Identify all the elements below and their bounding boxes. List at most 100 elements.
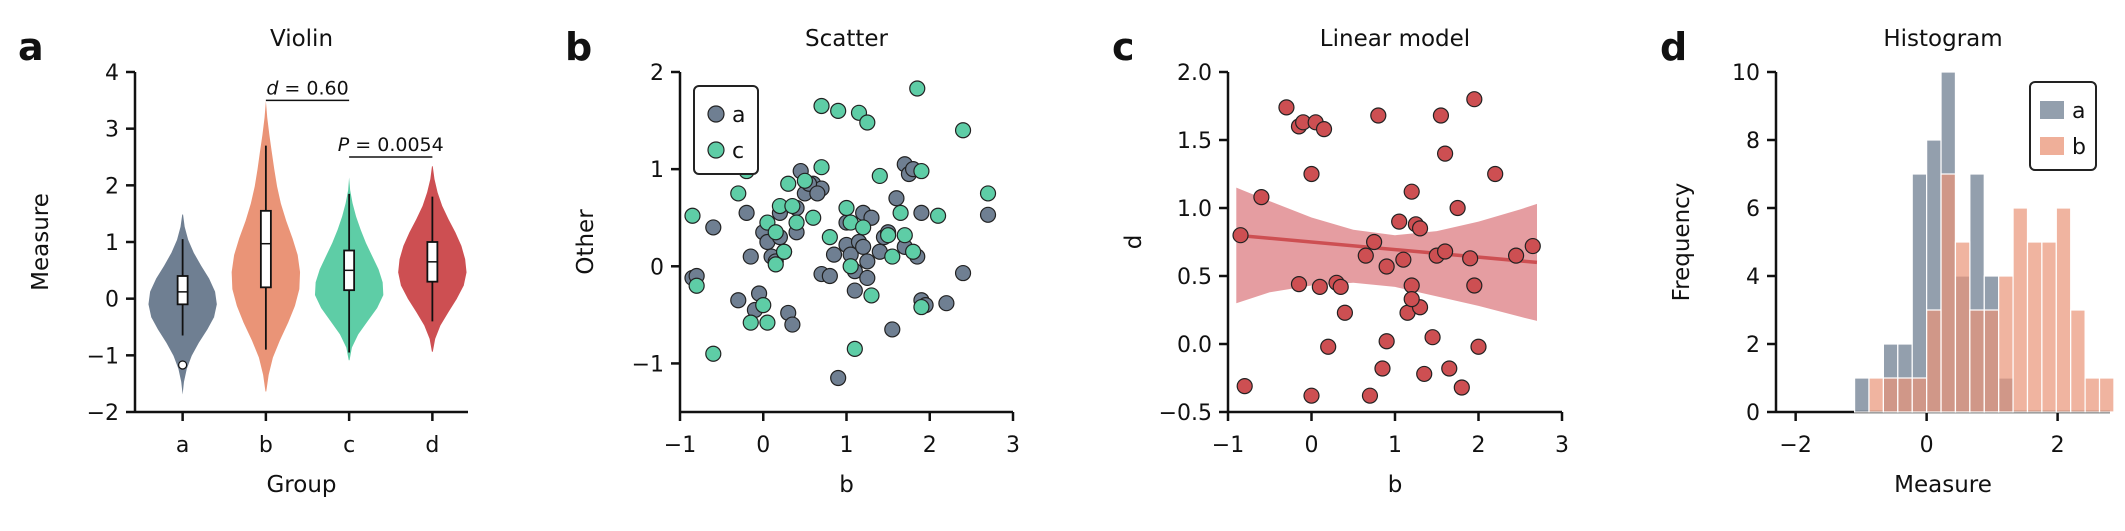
scatter-point <box>1470 338 1487 355</box>
scatter-point-c <box>954 122 972 139</box>
scatter-point-c <box>830 102 847 119</box>
panel-letter: c <box>1112 25 1135 69</box>
x-tick-label: d <box>425 433 439 458</box>
chart-title: Histogram <box>1883 26 2002 52</box>
scatter-point-a <box>730 292 747 309</box>
scatter-point-c <box>892 204 909 221</box>
x-tick-label: a <box>176 433 189 458</box>
chart-title: Violin <box>270 26 333 52</box>
scatter-point <box>1378 333 1395 350</box>
scatter-point <box>1403 291 1420 308</box>
scatter-point-a <box>809 185 826 202</box>
scatter-point-a <box>705 219 722 236</box>
y-tick-label: −1 <box>632 352 664 377</box>
x-tick-label: −1 <box>1212 433 1244 458</box>
scatter-point <box>1436 145 1454 162</box>
panel-letter: b <box>565 25 592 69</box>
scatter-point <box>1315 121 1333 138</box>
legend-marker-c <box>707 141 725 159</box>
histogram-bar-b <box>1926 309 1942 413</box>
y-axis-label: Other <box>573 209 599 275</box>
y-tick-label: 6 <box>1746 197 1760 222</box>
y-tick-label: 0.5 <box>1177 265 1212 290</box>
scatter-point <box>1487 165 1504 183</box>
y-tick-label: 0 <box>650 255 664 280</box>
histogram-bar-b <box>2012 207 2029 413</box>
scatter-point-c <box>788 214 805 231</box>
x-tick-label: −2 <box>1779 433 1811 458</box>
scatter-point-c <box>859 114 876 131</box>
y-tick-label: −1 <box>87 344 119 369</box>
scatter-point-c <box>913 162 930 180</box>
scatter-point-c <box>813 159 830 176</box>
histogram-bar-b <box>1882 377 1899 413</box>
scatter-point-a <box>954 264 972 282</box>
regression-line <box>1236 233 1538 265</box>
scatter-point <box>1311 278 1328 295</box>
y-tick-label: 0 <box>105 288 119 313</box>
x-tick-label: b <box>259 433 273 458</box>
scatter-point <box>1416 365 1433 383</box>
y-tick-label: 1 <box>650 158 664 183</box>
histogram-bar-a <box>1853 377 1870 413</box>
scatter-point-c <box>929 207 947 224</box>
scatter-point-c <box>979 185 997 202</box>
panel-d-histogram: 0 2 4 6 8 10 −2 0 2 Histogram Measure Frequency d ab <box>1660 25 2115 498</box>
y-tick-label: 0.0 <box>1177 333 1212 358</box>
scatter-point-c <box>863 287 880 304</box>
scatter-point <box>1378 258 1395 275</box>
scatter-point <box>1374 360 1391 377</box>
scatter-point-c <box>846 340 863 357</box>
scatter-point-c <box>784 197 801 215</box>
y-axis-label: Measure <box>28 193 54 291</box>
y-tick-label: 2.0 <box>1177 61 1212 86</box>
scatter-point-a <box>825 246 843 263</box>
y-tick-label: 2 <box>1746 333 1760 358</box>
y-tick-label: −2 <box>87 401 119 426</box>
scatter-point <box>1303 165 1320 183</box>
scatter-point <box>1391 213 1408 230</box>
scatter-point <box>1462 250 1479 267</box>
x-tick-label: 2 <box>2051 433 2065 458</box>
histogram-bar-b <box>2098 377 2115 413</box>
histogram-bar-b <box>1983 309 2000 413</box>
y-tick-label: 4 <box>1746 265 1760 290</box>
scatter-point <box>1332 278 1349 295</box>
scatter-point <box>1395 251 1412 268</box>
histogram-bar-b <box>2084 377 2101 413</box>
panel-letter: d <box>1660 25 1687 69</box>
panel-b-scatter: −1 0 1 2 −1 0 1 2 3 Scatter b Other b ac <box>565 25 1020 498</box>
legend-marker-a <box>707 105 725 123</box>
scatter-point-a <box>888 190 905 207</box>
histogram-bar-b <box>1911 377 1928 413</box>
x-tick-label: −1 <box>664 433 696 458</box>
histogram-bar-b <box>1998 275 2014 413</box>
y-tick-label: 4 <box>105 61 119 86</box>
scatter-point <box>1236 378 1253 395</box>
legend-box <box>693 85 759 175</box>
legend-swatch-a <box>2040 101 2064 119</box>
scatter-point-a <box>742 248 759 265</box>
scatter-point-c <box>688 277 705 294</box>
scatter-point <box>1441 360 1458 377</box>
x-tick-label: 3 <box>1006 433 1020 458</box>
scatter-point <box>1320 338 1337 355</box>
x-axis-label: b <box>839 472 854 498</box>
scatter-point-c <box>780 175 797 192</box>
scatter-point <box>1278 99 1295 116</box>
confidence-band <box>1236 187 1537 321</box>
y-tick-label: 2 <box>650 61 664 86</box>
scatter-point-a <box>859 269 876 287</box>
scatter-point <box>1424 329 1441 346</box>
y-tick-label: 1.0 <box>1177 197 1212 222</box>
panel-c-linear-model: −0.5 0.0 0.5 1.0 1.5 2.0 −1 0 1 2 3 Linear model b d c <box>1112 25 1569 498</box>
chart-title: Linear model <box>1320 26 1470 52</box>
panel-letter: a <box>18 25 44 69</box>
histogram-bar-b <box>1897 377 1913 413</box>
violin-outlier <box>178 360 188 370</box>
scatter-point-c <box>775 243 793 260</box>
scatter-point-c <box>730 185 747 202</box>
scatter-point-c <box>767 256 784 273</box>
histogram-bar-b <box>1969 309 1985 413</box>
